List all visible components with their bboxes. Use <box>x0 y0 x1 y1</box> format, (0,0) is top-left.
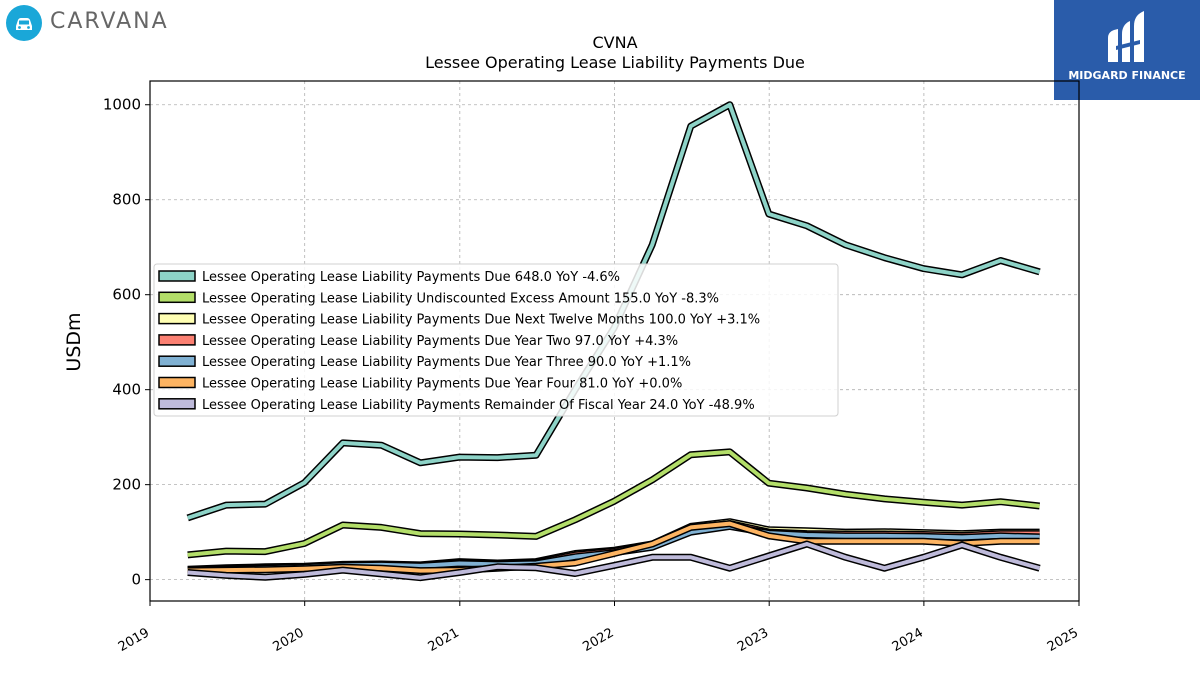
x-tick-label: 2020 <box>271 625 307 655</box>
series-line-core <box>187 449 1040 557</box>
x-tick-label: 2022 <box>580 625 616 655</box>
x-tick-label: 2025 <box>1045 625 1081 655</box>
series-line-core <box>187 521 1040 573</box>
legend-entry: Lessee Operating Lease Liability Payment… <box>202 334 678 349</box>
y-tick-label: 600 <box>112 286 141 304</box>
y-axis-label: USDm <box>63 312 85 371</box>
legend-box <box>153 263 839 417</box>
series-line-core <box>187 542 1041 580</box>
y-tick-label: 200 <box>112 476 141 494</box>
legend-swatch <box>158 291 196 304</box>
legend-entry: Lessee Operating Lease Liability Payment… <box>202 398 755 413</box>
car-icon <box>6 5 42 41</box>
carvana-logo: CARVANA <box>6 5 181 43</box>
legend-swatch <box>158 355 196 367</box>
legend-entry: Lessee Operating Lease Liability Payment… <box>202 377 682 392</box>
series-line <box>187 520 1040 575</box>
legend-swatch <box>158 376 196 389</box>
x-tick-label: 2024 <box>890 625 926 655</box>
legend-entry: Lessee Operating Lease Liability Payment… <box>202 355 691 370</box>
legend-swatch <box>158 270 196 282</box>
legend-entry: Lessee Operating Lease Liability Payment… <box>202 313 760 328</box>
legend-swatch <box>158 398 196 410</box>
midgard-emblem-icon <box>1054 0 1200 100</box>
y-tick-label: 0 <box>131 571 141 589</box>
x-tick-label: 2019 <box>116 625 152 655</box>
legend-swatch <box>158 334 196 346</box>
y-tick-label: 800 <box>112 191 141 209</box>
chart-subtitle: Lessee Operating Lease Liability Payment… <box>425 53 805 72</box>
legend-entry: Lessee Operating Lease Liability Undisco… <box>202 291 719 306</box>
chart-title: CVNA <box>592 33 637 52</box>
series-line <box>187 540 1041 582</box>
publisher-name: MIDGARD FINANCE <box>1068 69 1186 82</box>
x-tick-label: 2023 <box>735 625 771 655</box>
x-tick-label: 2021 <box>426 625 462 655</box>
legend-swatch <box>158 312 196 325</box>
y-tick-label: 1000 <box>103 96 141 114</box>
legend-entry: Lessee Operating Lease Liability Payment… <box>202 270 620 285</box>
midgard-finance-logo: MIDGARD FINANCE <box>1054 0 1200 100</box>
series-line <box>187 448 1040 559</box>
y-tick-label: 400 <box>112 381 141 399</box>
carvana-wordmark: CARVANA <box>50 9 169 34</box>
